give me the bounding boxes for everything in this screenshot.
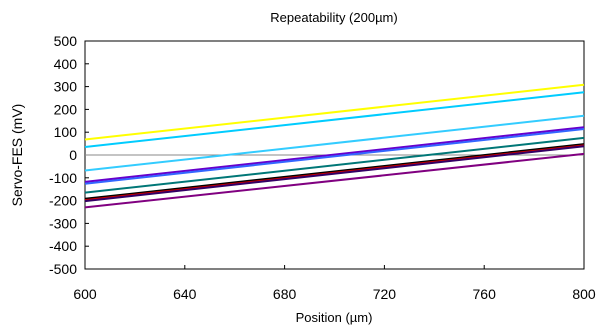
x-tick-label: 720 bbox=[373, 286, 397, 302]
x-tick-label: 640 bbox=[173, 286, 197, 302]
axis-group: 500 400 300 200 100 0 -100 -200 -300 -400 -500 600 6… bbox=[49, 33, 596, 302]
series-line-4 bbox=[84, 126, 585, 183]
x-tick-label: 760 bbox=[473, 286, 497, 302]
y-tick-label: -400 bbox=[49, 238, 77, 254]
series-line-9 bbox=[84, 145, 585, 203]
y-tick-label: -100 bbox=[49, 170, 77, 186]
series-line-2 bbox=[84, 91, 585, 148]
series-line-3 bbox=[84, 114, 585, 172]
series-line-7 bbox=[84, 143, 585, 200]
series-line-6 bbox=[84, 136, 585, 194]
x-tick-label: 600 bbox=[73, 286, 97, 302]
chart-title: Repeatability (200µm) bbox=[270, 10, 397, 25]
x-tick-label: 800 bbox=[572, 286, 596, 302]
x-tick-label: 680 bbox=[273, 286, 297, 302]
y-tick-label: 100 bbox=[54, 124, 78, 140]
x-axis-label: Position (µm) bbox=[296, 310, 373, 325]
y-tick-label: 500 bbox=[54, 33, 78, 49]
y-tick-label: 300 bbox=[54, 79, 78, 95]
y-tick-label: -300 bbox=[49, 215, 77, 231]
y-tick-label: -500 bbox=[49, 261, 77, 277]
y-tick-label: 400 bbox=[54, 56, 78, 72]
y-tick-label: -200 bbox=[49, 193, 77, 209]
series-group bbox=[84, 83, 585, 209]
y-tick-label: 200 bbox=[54, 101, 78, 117]
y-axis-label: Servo-FES (mV) bbox=[9, 104, 25, 207]
series-line-1 bbox=[84, 83, 585, 141]
series-line-5 bbox=[84, 128, 585, 185]
series-line-10 bbox=[84, 152, 585, 209]
y-tick-label: 0 bbox=[69, 147, 77, 163]
